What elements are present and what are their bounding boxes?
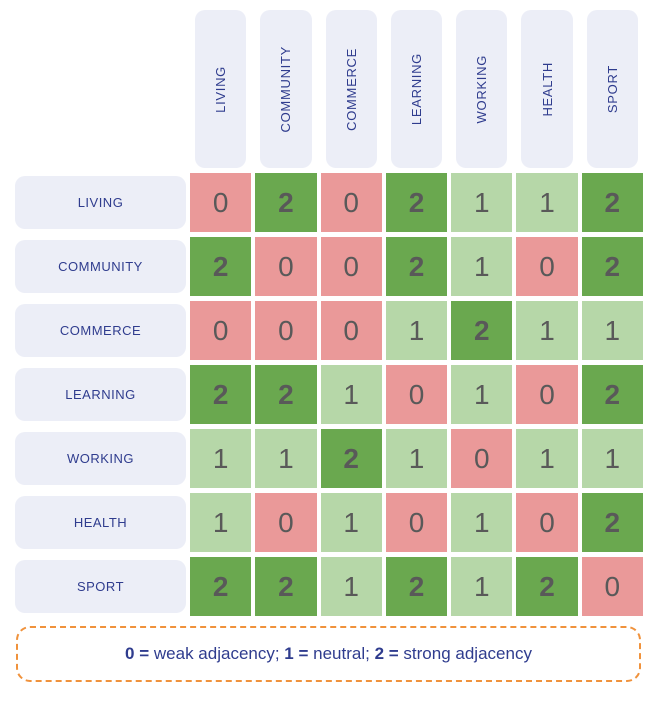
- matrix-cell-community-living[interactable]: 2: [190, 237, 252, 296]
- matrix-cell-learning-living[interactable]: 2: [190, 365, 252, 424]
- matrix-cell-commerce-sport[interactable]: 1: [581, 301, 643, 360]
- row-header-health: HEALTH: [15, 496, 186, 549]
- column-header-community: COMMUNITY: [260, 10, 312, 168]
- matrix-cell-health-community[interactable]: 0: [255, 493, 317, 552]
- matrix-cell-living-living[interactable]: 0: [190, 173, 252, 232]
- column-header-learning: LEARNING: [390, 10, 443, 168]
- matrix-cell-health-working[interactable]: 1: [451, 493, 513, 552]
- matrix-cell-health-learning[interactable]: 0: [385, 493, 448, 552]
- row-header-label: SPORT: [76, 579, 125, 594]
- adjacency-matrix: LIVING COMMUNITY COMMERCE LEARNING WORKING HE…: [15, 10, 643, 616]
- row-header-learning: LEARNING: [15, 368, 186, 421]
- row-header-commerce: COMMERCE: [15, 304, 186, 357]
- row-header-sport: SPORT: [15, 560, 186, 613]
- matrix-cell-learning-learning[interactable]: 0: [385, 365, 448, 424]
- matrix-cell-sport-health[interactable]: 2: [516, 557, 578, 616]
- row-header-label: COMMERCE: [59, 323, 142, 338]
- legend-segment: neutral;: [313, 644, 375, 663]
- column-header-label: LIVING: [213, 65, 229, 113]
- row-header-living: LIVING: [15, 176, 186, 229]
- row-header-label: LIVING: [77, 195, 124, 210]
- matrix-cell-sport-community[interactable]: 2: [255, 557, 317, 616]
- matrix-cell-community-community[interactable]: 0: [255, 237, 317, 296]
- matrix-cell-commerce-commerce[interactable]: 0: [320, 301, 382, 360]
- matrix-cell-learning-health[interactable]: 0: [516, 365, 578, 424]
- matrix-cell-living-community[interactable]: 2: [255, 173, 317, 232]
- matrix-cell-learning-working[interactable]: 1: [451, 365, 513, 424]
- column-header-sport: SPORT: [586, 10, 638, 168]
- column-header-label: SPORT: [604, 64, 620, 114]
- matrix-cell-commerce-living[interactable]: 0: [190, 301, 252, 360]
- row-header-label: HEALTH: [73, 515, 128, 530]
- matrix-cell-sport-learning[interactable]: 2: [385, 557, 448, 616]
- grid-corner: [15, 10, 186, 168]
- matrix-cell-commerce-health[interactable]: 1: [516, 301, 578, 360]
- column-header-label: COMMERCE: [343, 47, 359, 131]
- matrix-cell-community-health[interactable]: 0: [516, 237, 578, 296]
- matrix-cell-health-health[interactable]: 0: [516, 493, 578, 552]
- column-header-label: WORKING: [474, 54, 490, 124]
- legend-segment: weak adjacency;: [153, 644, 285, 663]
- matrix-cell-living-working[interactable]: 1: [451, 173, 513, 232]
- row-header-label: LEARNING: [65, 387, 136, 402]
- row-header-community: COMMUNITY: [15, 240, 186, 293]
- row-header-working: WORKING: [15, 432, 186, 485]
- matrix-cell-living-commerce[interactable]: 0: [320, 173, 382, 232]
- matrix-cell-sport-commerce[interactable]: 1: [320, 557, 382, 616]
- matrix-cell-community-commerce[interactable]: 0: [320, 237, 382, 296]
- matrix-cell-community-learning[interactable]: 2: [385, 237, 448, 296]
- column-header-label: HEALTH: [539, 61, 555, 117]
- matrix-cell-commerce-working[interactable]: 2: [451, 301, 513, 360]
- matrix-cell-commerce-learning[interactable]: 1: [385, 301, 448, 360]
- matrix-cell-sport-working[interactable]: 1: [451, 557, 513, 616]
- matrix-cell-working-sport[interactable]: 1: [581, 429, 643, 488]
- matrix-cell-community-sport[interactable]: 2: [581, 237, 643, 296]
- matrix-cell-living-health[interactable]: 1: [516, 173, 578, 232]
- matrix-cell-working-health[interactable]: 1: [516, 429, 578, 488]
- column-header-health: HEALTH: [521, 10, 573, 168]
- matrix-cell-health-sport[interactable]: 2: [581, 493, 643, 552]
- matrix-cell-health-living[interactable]: 1: [190, 493, 252, 552]
- matrix-cell-learning-community[interactable]: 2: [255, 365, 317, 424]
- matrix-cell-commerce-community[interactable]: 0: [255, 301, 317, 360]
- matrix-cell-working-working[interactable]: 0: [451, 429, 513, 488]
- matrix-cell-working-community[interactable]: 1: [255, 429, 317, 488]
- matrix-cell-living-sport[interactable]: 2: [581, 173, 643, 232]
- matrix-cell-sport-sport[interactable]: 0: [581, 557, 643, 616]
- legend-box: 0 = weak adjacency; 1 = neutral; 2 = str…: [16, 626, 641, 682]
- matrix-cell-health-commerce[interactable]: 1: [320, 493, 382, 552]
- column-header-commerce: COMMERCE: [325, 10, 377, 168]
- matrix-cell-working-living[interactable]: 1: [190, 429, 252, 488]
- legend-segment: strong adjacency: [403, 644, 532, 663]
- matrix-cell-living-learning[interactable]: 2: [385, 173, 448, 232]
- legend-segment: 2 =: [374, 644, 404, 663]
- row-header-label: COMMUNITY: [58, 259, 143, 274]
- matrix-cell-learning-commerce[interactable]: 1: [320, 365, 382, 424]
- matrix-cell-working-commerce[interactable]: 2: [320, 429, 382, 488]
- column-header-living: LIVING: [195, 10, 247, 168]
- legend-segment: 0 =: [125, 644, 154, 663]
- legend-segment: 1 =: [284, 644, 314, 663]
- matrix-cell-learning-sport[interactable]: 2: [581, 365, 643, 424]
- matrix-cell-community-working[interactable]: 1: [451, 237, 513, 296]
- row-header-label: WORKING: [66, 451, 135, 466]
- column-header-working: WORKING: [456, 10, 508, 168]
- column-header-label: LEARNING: [408, 52, 424, 126]
- matrix-cell-working-learning[interactable]: 1: [385, 429, 448, 488]
- column-header-label: COMMUNITY: [278, 45, 294, 133]
- matrix-cell-sport-living[interactable]: 2: [190, 557, 252, 616]
